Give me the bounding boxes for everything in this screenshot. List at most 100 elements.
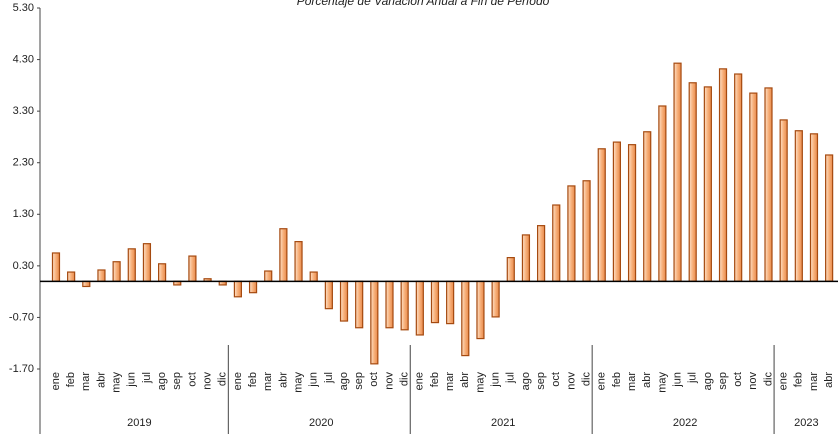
bar — [142, 243, 152, 282]
bar — [688, 82, 697, 282]
x-tick-label: sep — [535, 372, 547, 390]
x-tick-label: jun — [490, 372, 502, 388]
x-tick-label: mar — [262, 372, 274, 391]
bar — [370, 280, 379, 365]
x-tick-label: feb — [429, 372, 441, 387]
bar — [51, 252, 61, 282]
x-tick-label: abr — [277, 372, 289, 388]
bar — [67, 271, 76, 282]
bar — [597, 148, 606, 282]
x-tick-label: oct — [368, 372, 380, 387]
x-tick-label: dic — [217, 372, 229, 387]
y-tick-label: -0.70 — [9, 311, 34, 323]
bar — [703, 86, 712, 282]
x-tick-label: dic — [580, 372, 592, 387]
y-tick-label: 2.30 — [13, 157, 34, 169]
x-tick-label: abr — [95, 372, 107, 388]
x-tick-label: nov — [565, 372, 577, 390]
x-tick-label: abr — [459, 372, 471, 388]
x-tick-label: sep — [171, 372, 183, 390]
bar — [158, 263, 167, 282]
x-tick-label: may — [474, 372, 486, 393]
bar — [779, 119, 788, 282]
x-tick-label: ene — [232, 372, 244, 390]
x-tick-label: feb — [611, 372, 623, 387]
x-tick-label: mar — [626, 372, 638, 391]
bar — [476, 280, 485, 340]
x-tick-label: ago — [520, 372, 532, 390]
x-tick-label: may — [656, 372, 668, 393]
y-tick-label: -1.70 — [9, 363, 34, 375]
bar — [536, 225, 546, 282]
bar — [506, 257, 515, 282]
x-tick-label: ago — [702, 372, 714, 390]
y-tick-label: 1.30 — [13, 208, 34, 220]
bar — [718, 68, 728, 282]
bar — [188, 255, 197, 282]
x-tick-label: abr — [823, 372, 835, 388]
year-label: 2021 — [491, 417, 515, 429]
bar — [627, 144, 637, 282]
y-tick-label: 0.30 — [13, 260, 34, 272]
bar — [324, 280, 333, 310]
bar — [279, 228, 288, 282]
bar — [552, 204, 561, 282]
bar — [764, 87, 773, 282]
bar — [385, 280, 394, 329]
y-tick-label: 5.30 — [13, 2, 34, 14]
x-tick-label: may — [111, 372, 123, 393]
y-tick-label: 4.30 — [13, 53, 34, 65]
x-tick-label: dic — [762, 372, 774, 387]
x-tick-label: dic — [399, 372, 411, 387]
x-tick-label: ene — [778, 372, 790, 390]
x-tick-label: jul — [505, 372, 517, 384]
x-tick-label: jun — [126, 372, 138, 388]
x-tick-label: mar — [808, 372, 820, 391]
x-tick-label: ago — [338, 372, 350, 390]
bar — [248, 280, 258, 294]
x-tick-label: ene — [596, 372, 608, 390]
x-tick-label: ene — [414, 372, 426, 390]
bar — [612, 141, 622, 282]
x-tick-label: jul — [687, 372, 699, 384]
bar — [446, 280, 455, 325]
x-tick-label: mar — [80, 372, 92, 391]
bar — [461, 280, 470, 357]
bar — [355, 280, 364, 329]
bar — [734, 73, 743, 282]
x-tick-label: jun — [308, 372, 320, 388]
bar — [112, 261, 121, 282]
x-tick-label: sep — [353, 372, 365, 390]
year-label: 2019 — [127, 417, 151, 429]
bar — [809, 133, 819, 282]
year-label: 2022 — [673, 417, 697, 429]
x-tick-label: nov — [383, 372, 395, 390]
x-tick-label: ene — [50, 372, 62, 390]
x-tick-label: jun — [671, 372, 683, 388]
bar — [127, 248, 136, 282]
bar — [567, 185, 576, 282]
x-tick-label: abr — [641, 372, 653, 388]
x-tick-label: oct — [732, 372, 744, 387]
y-tick-label: 3.30 — [13, 105, 34, 117]
bar — [339, 280, 349, 322]
x-tick-label: ago — [156, 372, 168, 390]
x-tick-label: sep — [717, 372, 729, 390]
bar — [82, 280, 91, 288]
bar — [309, 271, 318, 282]
x-tick-label: jul — [141, 372, 153, 384]
x-tick-label: feb — [793, 372, 805, 387]
bar — [294, 241, 303, 282]
bar — [415, 280, 424, 336]
x-tick-label: oct — [186, 372, 198, 387]
x-tick-label: nov — [201, 372, 213, 390]
bar — [97, 269, 106, 282]
x-tick-label: feb — [65, 372, 77, 387]
x-tick-label: feb — [247, 372, 259, 387]
bar — [264, 270, 273, 282]
bar — [582, 180, 591, 282]
bar — [430, 280, 440, 324]
bar — [643, 131, 652, 282]
x-tick-label: nov — [747, 372, 759, 390]
